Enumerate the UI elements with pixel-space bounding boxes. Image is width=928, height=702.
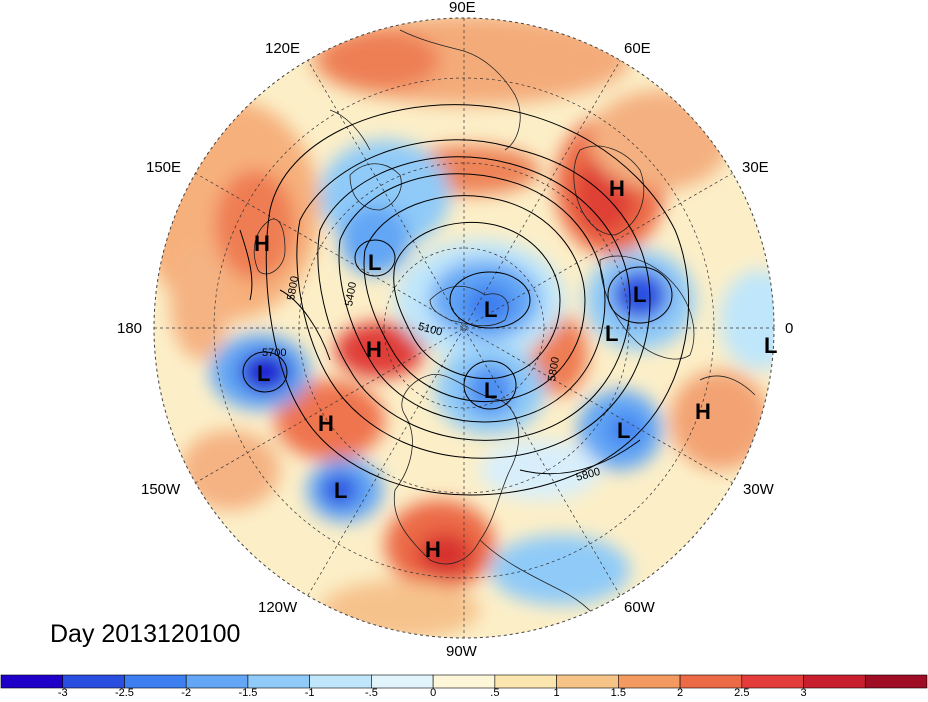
high-pressure-label: H: [695, 399, 711, 424]
colorbar-swatch: [309, 674, 372, 689]
low-pressure-label: L: [368, 250, 381, 275]
lon-label-90w: 90W: [446, 643, 477, 660]
lon-label-90e: 90E: [449, 0, 476, 16]
colorbar-swatch: [864, 674, 928, 689]
contour-labels-group: 5800 5400 5100 5700 5800 5800: [262, 275, 602, 484]
lon-label-30e: 30E: [742, 159, 769, 176]
lon-label-120w: 120W: [258, 599, 298, 616]
date-title: Day 2013120100: [50, 620, 241, 648]
lon-label-60w: 60W: [624, 599, 655, 616]
lon-label-150e: 150E: [146, 159, 182, 176]
low-pressure-label: L: [334, 478, 347, 503]
lon-label-150w: 150W: [141, 481, 181, 498]
lon-label-120e: 120E: [265, 40, 301, 57]
colorbar-tick-label: -3: [57, 687, 68, 699]
map-boundary: [153, 17, 775, 639]
contour-label: 5800: [285, 275, 301, 301]
pressure-centers-group: H H H H H H L L L L L L L L L: [254, 176, 777, 562]
high-pressure-label: H: [366, 337, 382, 362]
colorbar-swatch: [494, 674, 557, 689]
high-pressure-label: H: [254, 231, 270, 256]
colorbar-tick-label: -2.5: [114, 687, 134, 699]
lon-label-30w: 30W: [743, 481, 774, 498]
colorbar-swatch: [371, 674, 434, 689]
contour-label: 5700: [262, 347, 286, 359]
colorbar-tick-label: -2: [181, 687, 192, 699]
colorbar-swatch: [556, 674, 619, 689]
contour-label: 5400: [343, 281, 359, 307]
lon-label-180: 180: [117, 320, 143, 337]
colorbar-tick-label: 1: [553, 687, 560, 699]
low-pressure-label: L: [484, 297, 497, 322]
colorbar-swatch: [803, 674, 866, 689]
low-pressure-label: L: [605, 321, 618, 346]
graticule: [154, 18, 774, 638]
coastlines: [253, 29, 756, 638]
colorbar-tick-label: 3: [800, 687, 807, 699]
colorbar-tick-label: 0: [430, 687, 437, 699]
high-pressure-label: H: [318, 411, 334, 436]
low-pressure-label: L: [764, 333, 777, 358]
colorbar-tick-label: -1.5: [238, 687, 258, 699]
colorbar-tick-label: 1.5: [610, 687, 626, 699]
high-pressure-label: H: [609, 176, 625, 201]
lon-label-60e: 60E: [624, 40, 651, 57]
colorbar-tick-label: .5: [490, 687, 500, 699]
height-contours: [239, 104, 690, 496]
colorbar-tick-label: -1: [304, 687, 315, 699]
low-pressure-label: L: [484, 378, 497, 403]
colorbar-swatch: [0, 674, 64, 689]
contour-label: 5800: [546, 356, 562, 382]
anomaly-shading: [154, 18, 774, 638]
colorbar-tick-label: 2.5: [734, 687, 750, 699]
colorbar-swatch: [679, 674, 743, 689]
low-pressure-label: L: [617, 418, 630, 443]
high-pressure-label: H: [425, 537, 441, 562]
colorbar-tick-label: -.5: [364, 687, 378, 699]
colorbar: [0, 674, 928, 689]
colorbar-tick-label: 2: [677, 687, 684, 699]
colorbar-swatch: [618, 674, 681, 689]
colorbar-swatch: [432, 674, 496, 689]
low-pressure-label: L: [257, 361, 270, 386]
lon-label-0: 0: [785, 320, 794, 337]
colorbar-swatch: [741, 674, 804, 689]
low-pressure-label: L: [633, 282, 646, 307]
